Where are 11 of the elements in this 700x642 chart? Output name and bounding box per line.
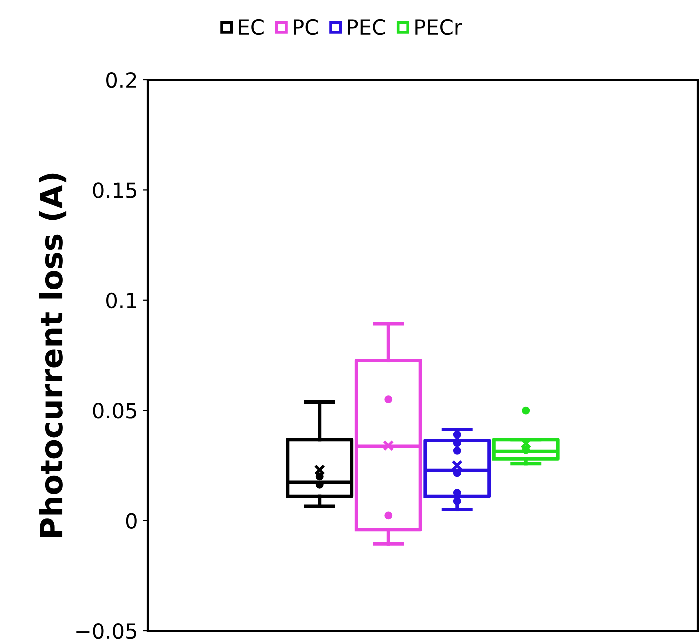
legend-label: EC: [239, 19, 264, 36]
y-tick-label: 0: [126, 513, 137, 530]
y-axis-title: Photocurrent loss (A): [39, 174, 67, 537]
y-tick-label: 0.1: [106, 292, 136, 309]
legend-label: PC: [294, 19, 318, 36]
legend-label: PEC: [348, 19, 386, 36]
legend-label: PECr: [416, 19, 462, 36]
y-tick-label: 0.15: [93, 182, 136, 198]
y-tick-label: −0.05: [76, 623, 136, 640]
y-tick-label: 0.05: [93, 403, 136, 419]
y-tick-label: 0.2: [106, 72, 136, 88]
